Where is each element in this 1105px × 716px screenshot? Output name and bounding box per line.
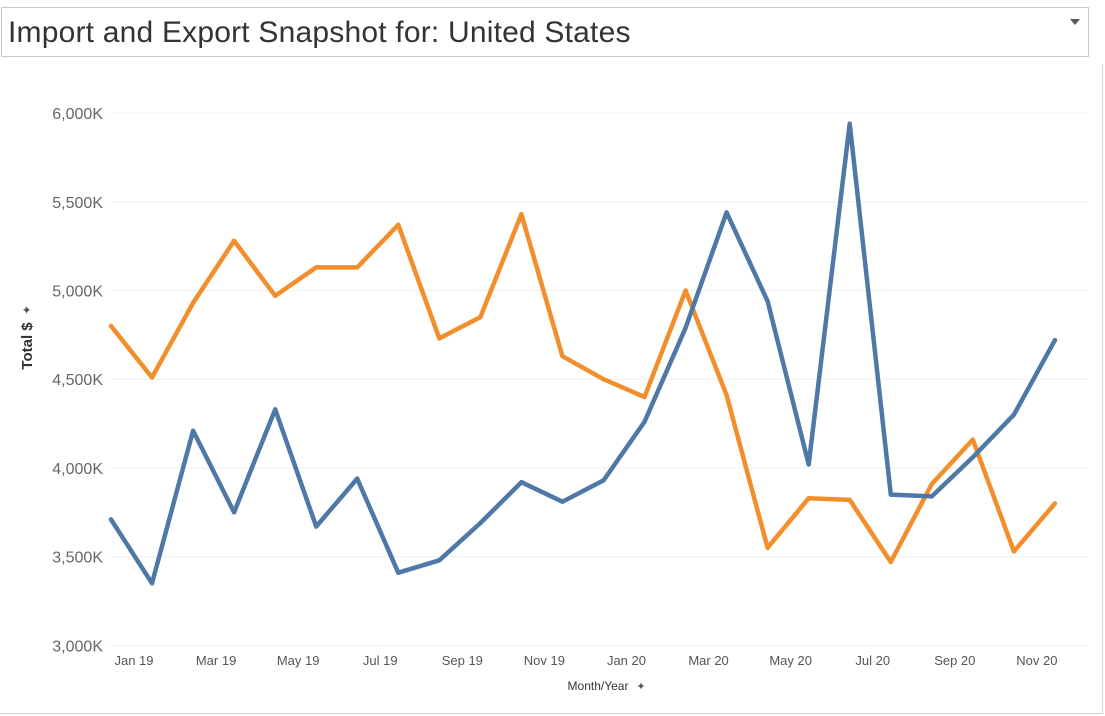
x-axis-ticks: Jan 19 Mar 19 May 19 Jul 19 Sep 19 Nov 19 Jan … — [114, 653, 1057, 668]
y-tick-label: 4,500K — [52, 372, 103, 389]
data-point[interactable] — [642, 419, 647, 425]
data-point[interactable] — [724, 393, 729, 398]
data-point[interactable] — [478, 520, 483, 526]
data-point[interactable] — [888, 492, 893, 497]
data-point[interactable] — [970, 455, 976, 460]
x-tick-label: Jul 20 — [855, 653, 890, 668]
y-axis-label-text: Total $ — [19, 322, 36, 370]
data-point[interactable] — [929, 494, 934, 499]
data-point[interactable] — [149, 581, 155, 586]
data-point[interactable] — [355, 265, 360, 270]
y-tick-label: 3,500K — [52, 550, 103, 567]
x-tick-label: May 19 — [277, 653, 320, 668]
x-tick-label: Sep 19 — [442, 653, 483, 668]
data-point[interactable] — [1011, 549, 1017, 554]
caret-down-icon[interactable] — [1070, 19, 1080, 25]
chart-area: 3,000K 3,500K 4,000K 4,500K 5,000K 5,500K 6,00… — [0, 64, 1103, 714]
x-tick-label: Jan 19 — [114, 653, 153, 668]
data-point[interactable] — [724, 210, 729, 215]
y-tick-label: 6,000K — [52, 106, 103, 123]
data-point[interactable] — [1011, 412, 1017, 417]
x-tick-label: May 20 — [769, 653, 812, 668]
data-point[interactable] — [108, 517, 114, 522]
data-point[interactable] — [929, 481, 934, 487]
data-point[interactable] — [437, 558, 442, 563]
data-point[interactable] — [806, 495, 811, 501]
data-point[interactable] — [519, 479, 524, 485]
data-point[interactable] — [231, 510, 237, 515]
data-point[interactable] — [314, 524, 319, 529]
x-tick-label: Jul 19 — [363, 653, 398, 668]
x-tick-label: Mar 20 — [688, 653, 728, 668]
y-tick-label: 4,000K — [52, 461, 103, 478]
data-point[interactable] — [683, 288, 688, 293]
data-point[interactable] — [560, 353, 565, 359]
series-lines — [108, 121, 1058, 586]
data-point[interactable] — [190, 428, 196, 433]
data-point[interactable] — [108, 323, 114, 329]
data-point[interactable] — [519, 212, 524, 217]
y-tick-label: 5,500K — [52, 195, 103, 212]
data-point[interactable] — [765, 298, 770, 304]
data-point[interactable] — [847, 497, 852, 503]
x-tick-label: Sep 20 — [934, 653, 975, 668]
page-title: Import and Export Snapshot for: United S… — [8, 16, 631, 49]
line-chart: 3,000K 3,500K 4,000K 4,500K 5,000K 5,500K 6,00… — [19, 106, 1088, 693]
data-point[interactable] — [1052, 501, 1058, 506]
data-point[interactable] — [560, 499, 565, 504]
pin-icon[interactable]: ✦ — [636, 680, 645, 693]
pin-icon[interactable]: ✦ — [20, 305, 34, 315]
data-point[interactable] — [149, 375, 155, 380]
data-point[interactable] — [806, 462, 811, 467]
title-selector[interactable]: Import and Export Snapshot for: United S… — [1, 7, 1089, 57]
data-point[interactable] — [231, 238, 237, 244]
data-point[interactable] — [396, 570, 401, 575]
data-point[interactable] — [355, 476, 360, 481]
x-tick-label: Jan 20 — [607, 653, 646, 668]
y-axis-label: Total $ — [19, 322, 36, 370]
data-point[interactable] — [970, 437, 976, 442]
data-point[interactable] — [396, 222, 401, 228]
data-point[interactable] — [765, 545, 770, 551]
data-point[interactable] — [314, 265, 319, 270]
data-point[interactable] — [1052, 338, 1058, 343]
data-point[interactable] — [272, 407, 278, 412]
series-line-1[interactable] — [108, 211, 1058, 565]
data-point[interactable] — [437, 336, 442, 341]
data-point[interactable] — [190, 300, 196, 306]
data-point[interactable] — [601, 377, 606, 382]
y-axis-ticks: 3,000K 3,500K 4,000K 4,500K 5,000K 5,500K 6,00… — [52, 106, 103, 655]
data-point[interactable] — [272, 293, 278, 299]
data-point[interactable] — [642, 394, 647, 400]
x-tick-label: Mar 19 — [196, 653, 236, 668]
x-tick-label: Nov 19 — [524, 653, 565, 668]
y-tick-label: 5,000K — [52, 284, 103, 301]
series-line-2[interactable] — [108, 121, 1058, 586]
data-point[interactable] — [478, 314, 483, 320]
data-point[interactable] — [683, 325, 688, 330]
y-tick-label: 3,000K — [52, 638, 103, 655]
x-axis-label: Month/Year — [568, 679, 629, 693]
x-tick-label: Nov 20 — [1016, 653, 1057, 668]
data-point[interactable] — [888, 559, 893, 565]
data-point[interactable] — [847, 121, 852, 126]
data-point[interactable] — [601, 478, 606, 483]
